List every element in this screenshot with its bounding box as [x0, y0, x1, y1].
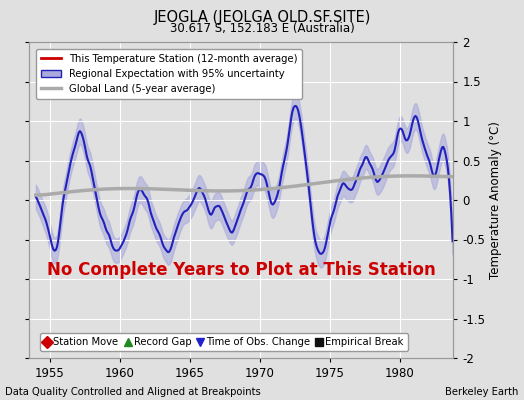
Text: 30.617 S, 152.183 E (Australia): 30.617 S, 152.183 E (Australia)	[170, 22, 354, 35]
Text: Berkeley Earth: Berkeley Earth	[445, 387, 519, 397]
Text: No Complete Years to Plot at This Station: No Complete Years to Plot at This Statio…	[47, 260, 435, 278]
Text: Data Quality Controlled and Aligned at Breakpoints: Data Quality Controlled and Aligned at B…	[5, 387, 261, 397]
Y-axis label: Temperature Anomaly (°C): Temperature Anomaly (°C)	[489, 121, 503, 279]
Legend: Station Move, Record Gap, Time of Obs. Change, Empirical Break: Station Move, Record Gap, Time of Obs. C…	[40, 334, 408, 352]
Text: JEOGLA (JEOLGA OLD.SF.SITE): JEOGLA (JEOLGA OLD.SF.SITE)	[154, 10, 370, 25]
